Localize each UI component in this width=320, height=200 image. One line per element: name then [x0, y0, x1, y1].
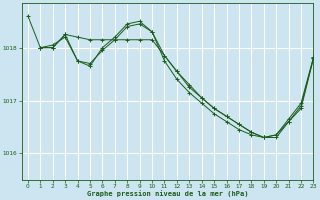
X-axis label: Graphe pression niveau de la mer (hPa): Graphe pression niveau de la mer (hPa) [87, 190, 248, 197]
